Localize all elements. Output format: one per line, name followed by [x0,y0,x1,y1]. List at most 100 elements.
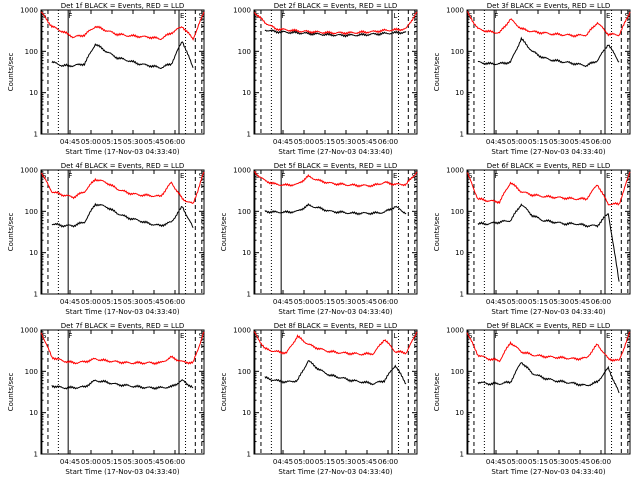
x-axis-label: Start Time (27-Nov-03 04:33:40) [278,468,392,476]
y-tick-label: 1000 [233,327,251,335]
panel-title: Det 3f BLACK = Events, RED = LLD [487,2,610,10]
segment-marker-label: L [393,12,397,20]
plot-frame [40,9,205,135]
series-line-lld [253,171,418,188]
segment-marker-label: S [42,172,47,180]
y-tick-label: 1 [247,291,251,299]
segment-marker-label: F [281,12,285,20]
y-tick-label: 1000 [20,7,38,15]
y-tick-label: 10 [455,249,464,257]
x-tick-label: 04:45 [60,458,80,466]
plot-frame [40,329,205,455]
series-line-lld [40,171,205,204]
segment-marker-label: E [180,172,184,180]
plot-frame [466,169,631,295]
y-tick-label: 100 [25,208,38,216]
panel-title: Det 2f BLACK = Events, RED = LLD [274,2,397,10]
y-tick-label: 1 [460,131,464,139]
panel-title: Det 4f BLACK = Events, RED = LLD [61,162,184,170]
y-tick-label: 10 [242,89,251,97]
y-tick-label: 10 [242,409,251,417]
x-tick-label: 05:15 [315,138,335,146]
panel-title: Det 9f BLACK = Events, RED = LLD [487,322,610,330]
x-tick-label: 05:00 [81,458,101,466]
x-tick-label: 05:00 [294,298,314,306]
segment-marker-label: E [393,172,397,180]
x-tick-label: 05:30 [123,458,143,466]
y-tick-label: 100 [238,368,251,376]
x-tick-label: 06:00 [378,458,398,466]
plot-frame [253,9,418,135]
series-line-events [264,29,407,38]
x-tick-label: 05:00 [507,138,527,146]
segment-marker-label: E [606,172,610,180]
series-line-events [264,202,407,216]
plot-frame [40,169,205,295]
x-tick-label: 05:30 [549,138,569,146]
series-line-events [51,41,194,70]
y-tick-label: 10 [29,249,38,257]
y-tick-label: 100 [25,368,38,376]
x-tick-label: 05:45 [144,298,164,306]
plot-frame [253,329,418,455]
y-axis-label: Counts/sec [433,213,441,252]
x-tick-label: 05:15 [528,298,548,306]
segment-marker-label: S [199,332,204,340]
x-tick-label: 05:45 [357,138,377,146]
panel-5: Det 5f BLACK = Events, RED = LLD 1 10 100 10… [220,162,418,316]
x-tick-label: 05:15 [528,458,548,466]
y-axis-label: Counts/sec [220,373,228,412]
y-tick-label: 10 [455,89,464,97]
plot-frame [253,169,418,295]
x-tick-label: 04:45 [273,298,293,306]
segment-marker-label: S [412,332,417,340]
y-tick-label: 100 [25,48,38,56]
segment-marker-label: S [199,172,204,180]
series-line-events [477,362,620,394]
x-tick-label: 06:00 [165,298,185,306]
x-tick-label: 06:00 [378,298,398,306]
x-tick-label: 05:15 [102,298,122,306]
x-tick-label: 05:45 [144,458,164,466]
x-tick-label: 04:45 [486,458,506,466]
series-line-events [51,379,194,391]
x-tick-label: 04:45 [60,298,80,306]
series-line-lld [40,11,205,41]
series-line-lld [466,11,631,38]
x-tick-label: 06:00 [378,138,398,146]
panel-7: Det 7f BLACK = Events, RED = LLD 1 10 100 10… [7,322,205,476]
y-tick-label: 1 [247,451,251,459]
y-tick-label: 1 [34,131,38,139]
series-line-lld [253,11,418,36]
x-tick-label: 05:15 [315,458,335,466]
y-axis-label: Counts/sec [220,213,228,252]
panel-title: Det 7f BLACK = Events, RED = LLD [61,322,184,330]
segment-marker-label: F [68,172,72,180]
y-tick-label: 10 [242,249,251,257]
y-tick-label: 1 [34,451,38,459]
series-line-lld [466,331,631,363]
y-tick-label: 1000 [446,167,464,175]
y-tick-label: 1 [460,291,464,299]
x-tick-label: 05:00 [81,298,101,306]
y-tick-label: 1000 [233,7,251,15]
x-tick-label: 05:45 [570,458,590,466]
series-line-events [51,202,194,229]
x-tick-label: 05:30 [549,458,569,466]
panel-8: Det 8f BLACK = Events, RED = LLD 1 10 100 10… [220,322,418,476]
x-tick-label: 04:45 [273,138,293,146]
y-tick-label: 100 [451,48,464,56]
x-tick-label: 05:45 [570,138,590,146]
y-axis-label: Counts/sec [7,373,15,412]
segment-marker-label: F [494,332,498,340]
x-tick-label: 04:45 [486,138,506,146]
segment-marker-label: F [281,172,285,180]
segment-marker-label: F [494,172,498,180]
segment-marker-label: S [255,332,260,340]
y-tick-label: 1 [247,131,251,139]
x-tick-label: 05:30 [336,138,356,146]
segment-marker-label: F [281,332,285,340]
segment-marker-label: F [494,12,498,20]
segment-marker-label: E [606,12,610,20]
x-tick-label: 06:00 [165,138,185,146]
